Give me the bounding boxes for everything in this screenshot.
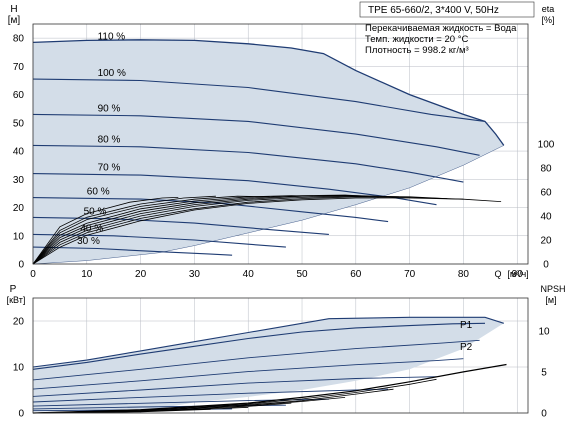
head-curve (32, 216, 329, 235)
speed-label: 100 % (98, 68, 126, 79)
efficiency-curves (32, 194, 502, 265)
power-curve (32, 316, 504, 368)
speed-label: 40 % (80, 223, 103, 234)
eta-tick-label: 20 (540, 236, 552, 247)
q-tick-label: 90 (512, 269, 524, 280)
power-y-ticks: 0 10 20 (13, 317, 25, 420)
q-tick-label: 10 (81, 269, 93, 280)
efficiency-curve (32, 195, 270, 265)
head-tick-label: 50 (13, 118, 25, 129)
q-tick-label: 60 (350, 269, 362, 280)
npsh-tick-label: 5 (541, 367, 547, 378)
info-line-1: Перекачиваемая жидкость = Вода (365, 23, 517, 34)
head-tick-label: 70 (13, 62, 25, 73)
npsh-curves (32, 363, 507, 414)
head-frame (32, 23, 529, 265)
efficiency-curve (32, 197, 179, 265)
speed-label: 80 % (98, 134, 121, 145)
speed-label: 70 % (98, 163, 121, 174)
eta-tick-label: 60 (540, 188, 552, 199)
q-tick-label: 20 (135, 269, 147, 280)
head-curves (32, 39, 505, 265)
head-curve (32, 144, 464, 183)
speed-label: 30 % (77, 236, 100, 247)
efficiency-curve (32, 195, 313, 265)
head-tick-label: 30 (13, 175, 25, 186)
eta-tick-label: 40 (540, 212, 552, 223)
speed-label: 60 % (87, 187, 110, 198)
eta-tick-label: 100 (538, 140, 555, 151)
chart-title: TPE 65-660/2, 3*400 V, 50Hz (368, 5, 499, 16)
q-tick-label: 70 (404, 269, 416, 280)
power-curve (32, 388, 389, 403)
head-curve (32, 173, 437, 206)
npsh-axis-unit: [м] (545, 295, 556, 305)
eta-tick-label: 80 (540, 164, 552, 175)
p2-label: P2 (460, 342, 473, 353)
power-tick-label: 10 (13, 363, 25, 374)
npsh-curve (32, 363, 507, 414)
eta-tick-label: 0 (543, 260, 549, 271)
head-curve (32, 78, 486, 122)
power-tick-label: 0 (18, 409, 24, 420)
head-curve (32, 197, 389, 223)
power-curve (32, 376, 437, 397)
head-tick-label: 40 (13, 147, 25, 158)
head-axis-label: H (10, 4, 17, 15)
power-axis-label: P (10, 284, 17, 295)
head-tick-label: 10 (13, 231, 25, 242)
speed-label: 50 % (84, 206, 107, 217)
head-curve (32, 246, 233, 256)
npsh-axis-label: NPSH (540, 284, 565, 294)
speed-label: 90 % (98, 103, 121, 114)
eta-axis-label: eta (542, 4, 555, 14)
power-axis-unit: [кВт] (7, 295, 26, 305)
efficiency-curve (32, 195, 216, 265)
head-axis-unit: [м] (8, 15, 21, 26)
speed-label: 110 % (98, 31, 126, 42)
p1-label: P1 (460, 320, 473, 331)
power-curve (32, 322, 486, 370)
head-envelope-area (33, 39, 504, 264)
q-x-ticks: 0 10 20 30 40 50 60 70 80 90 (30, 269, 523, 280)
q-tick-label: 50 (296, 269, 308, 280)
power-curve (32, 339, 480, 381)
q-tick-label: 40 (243, 269, 255, 280)
efficiency-curve (32, 194, 367, 265)
head-envelope-edge (32, 145, 504, 265)
eta-y-ticks: 0 20 40 60 80 100 (538, 140, 555, 271)
head-tick-label: 60 (13, 90, 25, 101)
efficiency-curve (32, 196, 464, 265)
power-tick-label: 20 (13, 317, 25, 328)
info-line-3: Плотность = 998.2 кг/м³ (365, 45, 469, 56)
efficiency-curve (32, 195, 399, 265)
head-tick-label: 0 (18, 260, 24, 271)
q-axis-unit: [м³/ч] (507, 269, 528, 279)
npsh-tick-label: 10 (538, 326, 550, 337)
power-curve (32, 358, 464, 390)
q-tick-label: 0 (30, 269, 36, 280)
power-envelope (33, 317, 504, 412)
head-tick-label: 20 (13, 203, 25, 214)
info-line-2: Темп. жидкости = 20 °C (365, 34, 468, 45)
npsh-y-ticks: 0 5 10 (538, 326, 550, 419)
power-frame (32, 297, 529, 414)
speed-labels: 110 % 100 % 90 % 80 % 70 % 60 % 50 % 40 % 30 % (77, 31, 126, 247)
head-envelope (33, 39, 504, 264)
eta-axis-unit: [%] (541, 15, 554, 25)
title-box (359, 1, 535, 18)
head-tick-label: 80 (13, 34, 25, 45)
npsh-tick-label: 0 (541, 409, 547, 420)
power-envelope-area (33, 317, 504, 412)
q-axis-label: Q (494, 269, 501, 279)
head-y-ticks: 0 10 20 30 40 50 60 70 80 (13, 34, 25, 271)
head-curve (32, 113, 480, 156)
q-tick-label: 80 (458, 269, 470, 280)
q-tick-label: 30 (189, 269, 201, 280)
